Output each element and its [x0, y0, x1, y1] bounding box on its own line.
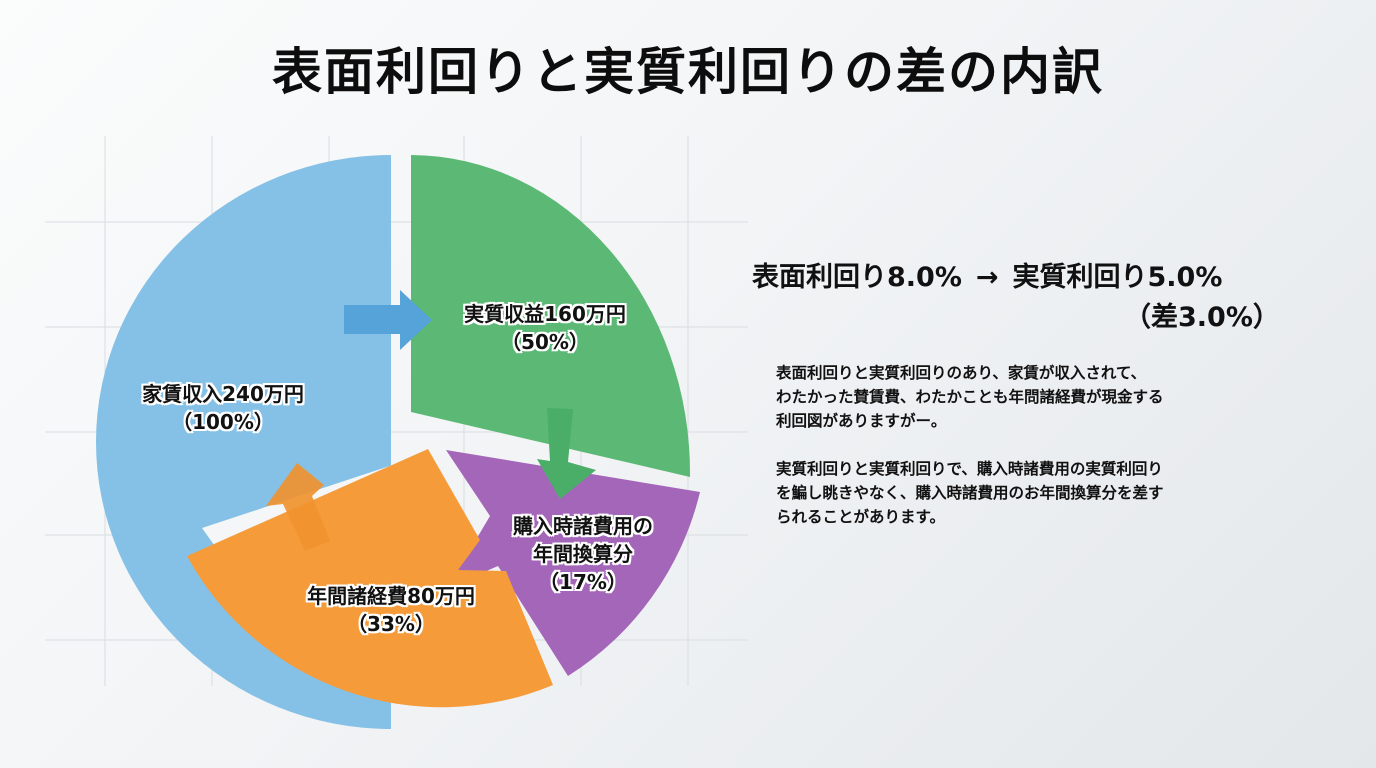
- description-line: わたかった賛賃費、わたかことも年問諸経費が現金する: [776, 388, 1164, 406]
- arrow-right-icon: [344, 290, 432, 350]
- label-annual-expenses: 年間諸経費80万円 （33%）: [276, 582, 506, 638]
- description-line: 利回図がありますがー。: [776, 412, 947, 430]
- purchase-costs-line2: 年間換算分: [533, 542, 633, 566]
- description-paragraph-1: 表面利回りと実質利回りのあり、家賃が収入されて、 わたかった賛賃費、わたかことも…: [776, 361, 1296, 433]
- arrow-down-icon: [537, 408, 596, 499]
- description-line: られることがあります。: [776, 508, 945, 526]
- slice-purchase-costs: [446, 450, 700, 676]
- slice-annual-expenses: [187, 449, 553, 708]
- label-purchase-costs: 購入時諸費用の 年間換算分 （17%）: [488, 512, 678, 596]
- net-income-amount: 実質収益160万円: [464, 302, 626, 326]
- rent-income-percent: （100%）: [172, 410, 274, 434]
- annual-expenses-percent: （33%）: [347, 612, 435, 636]
- description-line: を鯿し眺きやなく、購入時諸費用のお年間換算分を差す: [776, 484, 1164, 502]
- purchase-costs-percent: （17%）: [539, 570, 627, 594]
- description-line: 実質利回りと実質利回りで、購入時諸費用の実質利回り: [776, 460, 1163, 478]
- real-yield: 実質利回り5.0%: [1012, 262, 1223, 293]
- yield-summary: 表面利回り8.0% → 実質利回り5.0% （差3.0%）: [752, 258, 1342, 338]
- rent-income-amount: 家賃収入240万円: [142, 382, 304, 406]
- yield-difference: （差3.0%）: [1124, 302, 1280, 333]
- surface-yield: 表面利回り8.0%: [752, 262, 962, 293]
- label-rent-income: 家賃収入240万円 （100%）: [118, 380, 328, 436]
- pie-chart-graphic: [45, 136, 748, 729]
- arrow-up-icon: [266, 463, 330, 551]
- description-line: 表面利回りと実質利回りのあり、家賃が収入されて、: [776, 364, 1147, 382]
- description-paragraph-2: 実質利回りと実質利回りで、購入時諸費用の実質利回り を鯿し眺きやなく、購入時諸費…: [776, 457, 1296, 529]
- pie-chart: 家賃収入240万円 （100%） 実質収益160万円 （50%） 年間諸経費80…: [45, 136, 748, 729]
- label-net-income: 実質収益160万円 （50%）: [440, 300, 650, 356]
- slice-net-income: [411, 155, 691, 477]
- purchase-costs-line1: 購入時諸費用の: [513, 514, 653, 538]
- right-arrow-icon: →: [975, 262, 999, 293]
- net-income-percent: （50%）: [501, 330, 589, 354]
- page-title: 表面利回りと実質利回りの差の内訳: [272, 43, 1104, 101]
- annual-expenses-amount: 年間諸経費80万円: [307, 584, 475, 608]
